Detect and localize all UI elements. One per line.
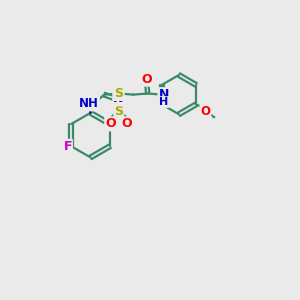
Text: S: S bbox=[114, 87, 123, 100]
Text: S: S bbox=[114, 105, 123, 118]
Text: O: O bbox=[122, 118, 132, 130]
Text: N: N bbox=[113, 92, 124, 105]
Text: O: O bbox=[105, 118, 116, 130]
Text: H: H bbox=[159, 97, 168, 107]
Text: NH: NH bbox=[79, 98, 99, 110]
Text: N: N bbox=[158, 88, 169, 101]
Text: O: O bbox=[200, 105, 210, 118]
Text: F: F bbox=[63, 140, 72, 153]
Text: O: O bbox=[141, 73, 152, 86]
